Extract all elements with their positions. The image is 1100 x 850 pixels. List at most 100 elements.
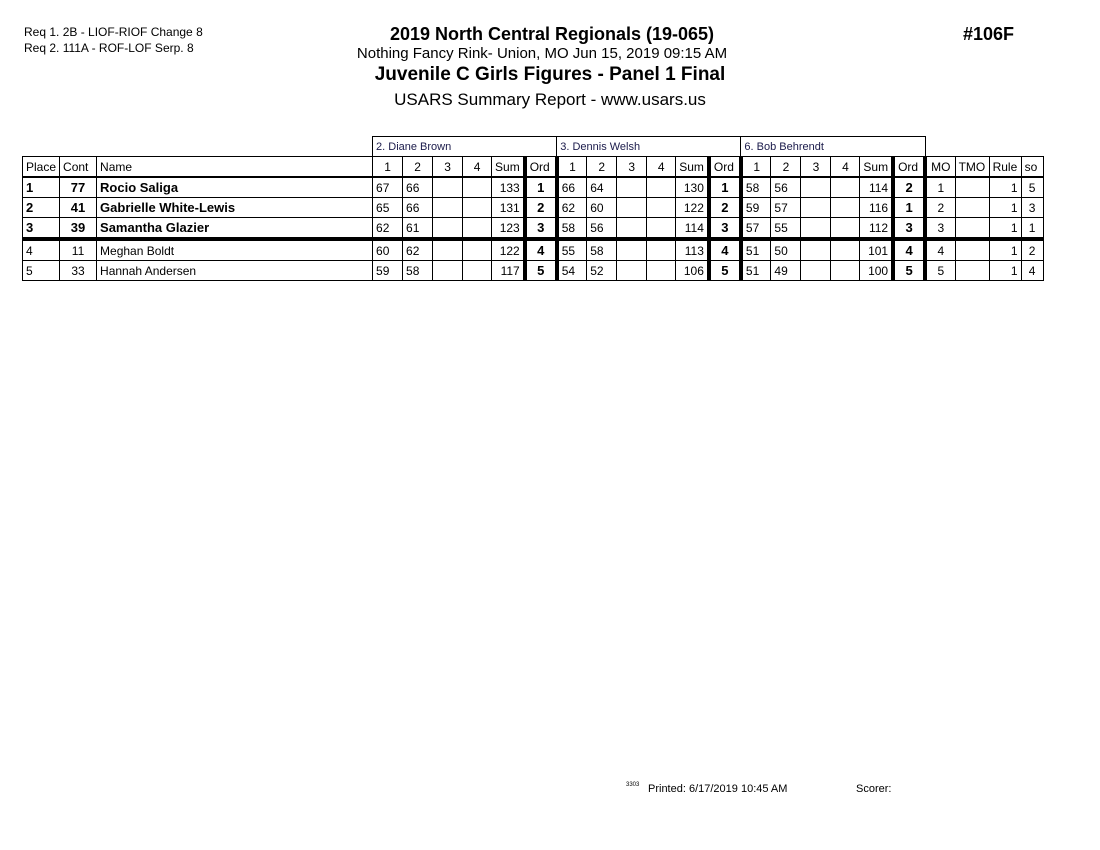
judge-header: 6. Bob Behrendt (740, 136, 926, 157)
ord-cell: 4 (522, 238, 558, 261)
mark-cell: 54 (554, 260, 588, 281)
ord-cell: 4 (706, 238, 742, 261)
mark-header: 4 (462, 156, 493, 178)
ord-cell: 2 (522, 197, 558, 218)
mark-cell: 55 (554, 238, 588, 261)
mark-cell (462, 197, 493, 218)
mark-cell: 62 (372, 217, 404, 241)
mark-cell (646, 238, 677, 261)
mark-cell: 57 (770, 197, 802, 218)
tmo-cell (954, 260, 990, 281)
sum-cell: 116 (859, 197, 894, 218)
ord-header: Ord (706, 156, 742, 178)
mark-cell (800, 217, 832, 241)
sum-cell: 114 (675, 217, 710, 241)
ord-cell: 1 (891, 197, 926, 218)
mark-cell: 66 (554, 176, 588, 198)
footer-code: 3303 (626, 782, 640, 788)
mark-cell (830, 238, 861, 261)
cont-cell: 33 (59, 260, 98, 281)
ord-cell: 4 (891, 238, 926, 261)
place-cell: 5 (21, 260, 61, 281)
scorer-label: Scorer: (856, 783, 892, 795)
name-cell: Gabrielle White-Lewis (96, 197, 374, 218)
ord-cell: 3 (522, 217, 558, 241)
ord-cell: 3 (891, 217, 926, 241)
mark-header: 1 (554, 156, 588, 178)
sum-cell: 114 (859, 176, 894, 198)
ord-cell: 1 (522, 176, 558, 198)
mark-cell: 65 (372, 197, 404, 218)
mark-cell: 66 (402, 176, 434, 198)
rule-cell: 1 (988, 238, 1022, 261)
mark-header: 1 (738, 156, 772, 178)
judge-header: 3. Dennis Welsh (556, 136, 742, 157)
so-cell: 5 (1020, 176, 1044, 198)
mark-cell (800, 238, 832, 261)
ord-cell: 1 (706, 176, 742, 198)
rule-cell: 1 (988, 176, 1022, 198)
mark-header: 3 (616, 156, 648, 178)
mo-cell: 3 (923, 217, 956, 241)
event-number: #106F (963, 24, 1015, 44)
tmo-header: TMO (954, 156, 990, 178)
mo-header: MO (923, 156, 956, 178)
sum-cell: 131 (491, 197, 526, 218)
mark-header: 4 (830, 156, 861, 178)
sum-cell: 112 (859, 217, 894, 241)
mark-cell: 58 (738, 176, 772, 198)
name-header: Name (96, 156, 374, 178)
place-cell: 4 (21, 238, 61, 261)
printed-date: Printed: 6/17/2019 10:45 AM (648, 783, 788, 795)
mark-cell (646, 176, 677, 198)
mark-cell (462, 217, 493, 241)
mark-cell: 58 (554, 217, 588, 241)
sum-cell: 123 (491, 217, 526, 241)
ord-cell: 5 (706, 260, 742, 281)
mark-cell (646, 217, 677, 241)
mo-cell: 1 (923, 176, 956, 198)
mark-header: 4 (646, 156, 677, 178)
so-cell: 3 (1020, 197, 1044, 218)
rule-cell: 1 (988, 197, 1022, 218)
mark-cell (462, 176, 493, 198)
ord-header: Ord (522, 156, 558, 178)
mark-cell (800, 197, 832, 218)
mark-cell (830, 176, 861, 198)
judge-header: 2. Diane Brown (372, 136, 558, 157)
event-title: 2019 North Central Regionals (19-065) (389, 24, 715, 44)
mark-cell: 60 (586, 197, 618, 218)
mark-cell (830, 260, 861, 281)
mark-cell: 50 (770, 238, 802, 261)
mark-cell (646, 260, 677, 281)
mo-cell: 5 (923, 260, 956, 281)
cont-cell: 11 (59, 238, 98, 261)
mark-cell: 66 (402, 197, 434, 218)
name-cell: Hannah Andersen (96, 260, 374, 281)
mark-cell: 51 (738, 260, 772, 281)
mark-cell (800, 260, 832, 281)
ord-header: Ord (891, 156, 926, 178)
mark-cell: 62 (554, 197, 588, 218)
mark-cell (616, 238, 648, 261)
header-row: Place Cont Name 1 2 3 4 Sum Ord 1 2 3 4 Sum Ord 1 2 3 4 Sum… (21, 156, 1044, 178)
so-cell: 4 (1020, 260, 1044, 281)
place-cell: 1 (21, 176, 61, 198)
sum-cell: 133 (491, 176, 526, 198)
table-row: 4 11 Meghan Boldt 60 62 122 4 55 58 113 4 51 50 101 4 4… (21, 238, 1044, 261)
sum-cell: 106 (675, 260, 710, 281)
sum-cell: 100 (859, 260, 894, 281)
mark-cell: 67 (372, 176, 404, 198)
name-cell: Samantha Glazier (96, 217, 374, 241)
requirement-2: Req 2. 111A - ROF-LOF Serp. 8 (24, 41, 194, 55)
sum-cell: 122 (675, 197, 710, 218)
mark-header: 3 (800, 156, 832, 178)
ord-cell: 2 (891, 176, 926, 198)
results-table: 2. Diane Brown 3. Dennis Welsh 6. Bob Be… (21, 136, 1044, 281)
sum-header: Sum (675, 156, 710, 178)
mark-cell (830, 217, 861, 241)
ord-cell: 3 (706, 217, 742, 241)
place-cell: 3 (21, 217, 61, 241)
mark-cell: 62 (402, 238, 434, 261)
mark-cell (432, 217, 464, 241)
